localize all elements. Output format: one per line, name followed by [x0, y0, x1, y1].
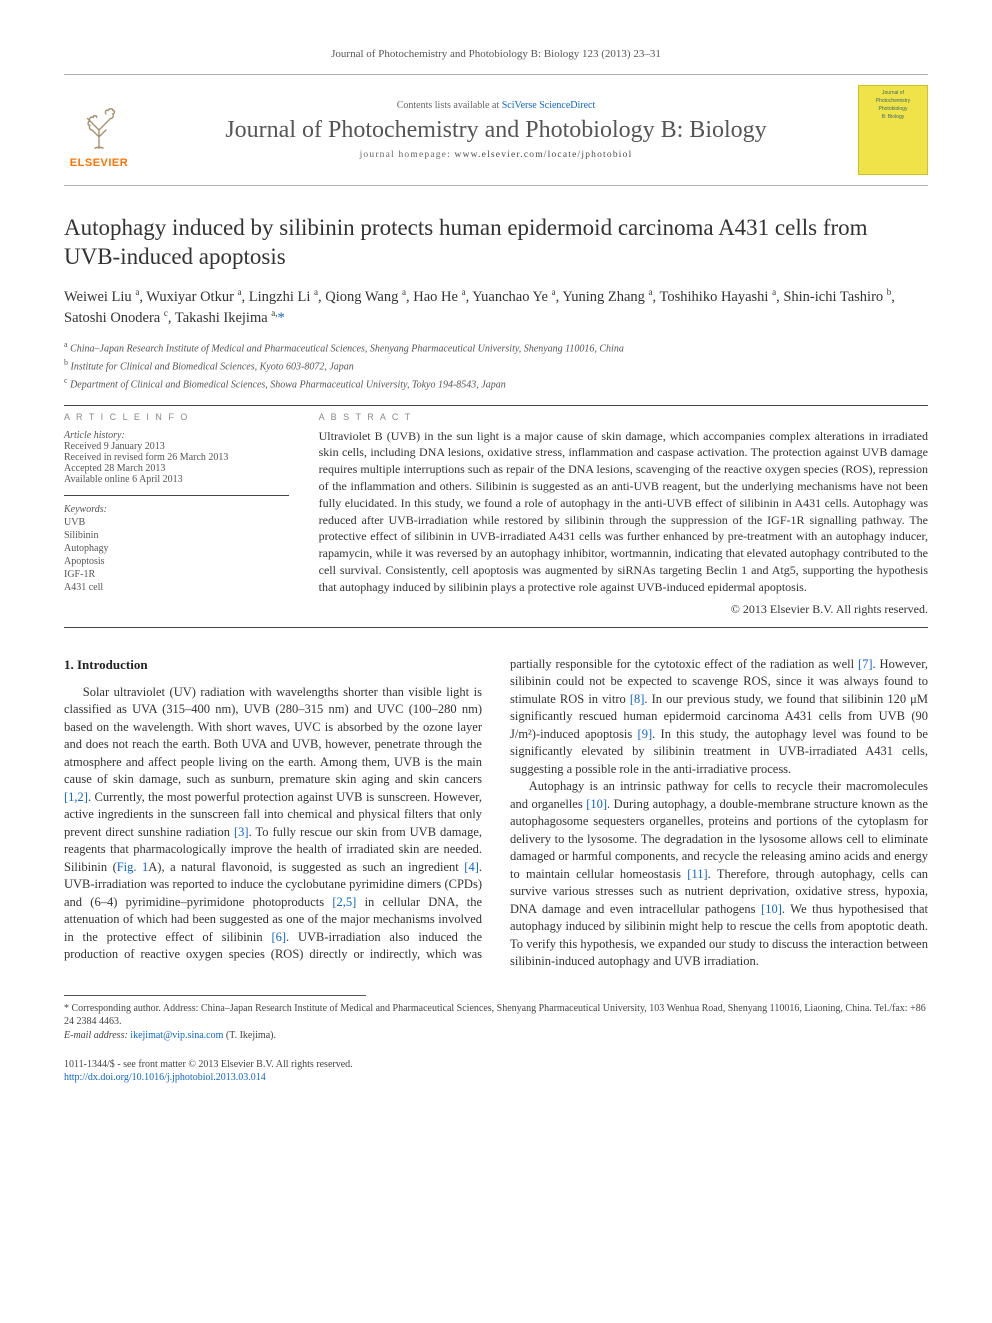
cover-line: Photochemistry — [876, 98, 910, 104]
journal-cover-thumbnail: Journal of Photochemistry Photobiology B… — [858, 85, 928, 175]
homepage-prefix: journal homepage: — [360, 150, 455, 160]
abstract-header: A B S T R A C T — [319, 412, 928, 422]
sciencedirect-link[interactable]: SciVerse ScienceDirect — [502, 100, 596, 111]
corresponding-author-footnote: * Corresponding author. Address: China–J… — [64, 1002, 928, 1043]
publisher-logo: ELSEVIER — [64, 91, 134, 169]
citation-link[interactable]: [3] — [234, 825, 249, 839]
citation-link[interactable]: [4] — [464, 860, 479, 874]
footnote-text: * Corresponding author. Address: China–J… — [64, 1002, 928, 1029]
publisher-name: ELSEVIER — [70, 157, 128, 169]
history-online: Available online 6 April 2013 — [64, 474, 289, 485]
paragraph: Autophagy is an intrinsic pathway for ce… — [510, 778, 928, 971]
citation-link[interactable]: [8] — [630, 692, 645, 706]
divider — [64, 495, 289, 496]
aff-text: Institute for Clinical and Biomedical Sc… — [71, 361, 354, 372]
keyword: Silibinin — [64, 530, 289, 541]
affiliation-a: a China–Japan Research Institute of Medi… — [64, 339, 928, 357]
email-person: (T. Ikejima). — [223, 1030, 276, 1041]
citation-link[interactable]: [7] — [858, 657, 873, 671]
section-heading-intro: 1. Introduction — [64, 656, 482, 674]
abstract-block: A B S T R A C T Ultraviolet B (UVB) in t… — [319, 412, 928, 617]
affiliation-c: c Department of Clinical and Biomedical … — [64, 375, 928, 393]
journal-reference-top: Journal of Photochemistry and Photobiolo… — [64, 48, 928, 60]
aff-text: Department of Clinical and Biomedical Sc… — [70, 379, 506, 390]
citation-link[interactable]: [2,5] — [332, 895, 356, 909]
avail-prefix: Contents lists available at — [397, 100, 502, 111]
history-revised: Received in revised form 26 March 2013 — [64, 452, 289, 463]
front-matter-line: 1011-1344/$ - see front matter © 2013 El… — [64, 1058, 928, 1071]
cover-line: Photobiology — [879, 106, 908, 112]
doi-link[interactable]: http://dx.doi.org/10.1016/j.jphotobiol.2… — [64, 1072, 266, 1083]
abstract-copyright: © 2013 Elsevier B.V. All rights reserved… — [319, 602, 928, 617]
author-list: Weiwei Liu a, Wuxiyar Otkur a, Lingzhi L… — [64, 286, 928, 330]
keywords-label: Keywords: — [64, 504, 289, 515]
cover-line: B: Biology — [882, 114, 905, 120]
masthead: ELSEVIER Contents lists available at Sci… — [64, 74, 928, 186]
contents-available: Contents lists available at SciVerse Sci… — [152, 100, 840, 111]
page-footer: 1011-1344/$ - see front matter © 2013 El… — [64, 1058, 928, 1084]
citation-link[interactable]: [1,2] — [64, 790, 88, 804]
article-info-block: A R T I C L E I N F O Article history: R… — [64, 412, 289, 617]
homepage-link[interactable]: www.elsevier.com/locate/jphotobiol — [455, 150, 633, 160]
body-text: Solar ultraviolet (UV) radiation with wa… — [64, 685, 482, 787]
keyword: IGF-1R — [64, 569, 289, 580]
history-accepted: Accepted 28 March 2013 — [64, 463, 289, 474]
citation-link[interactable]: [9] — [638, 727, 653, 741]
article-body: 1. Introduction Solar ultraviolet (UV) r… — [64, 656, 928, 971]
affiliations: a China–Japan Research Institute of Medi… — [64, 339, 928, 392]
footnote-email: E-mail address: ikejimat@vip.sina.com (T… — [64, 1029, 928, 1043]
cover-line: Journal of — [882, 90, 904, 96]
keyword: UVB — [64, 517, 289, 528]
email-label: E-mail address: — [64, 1030, 130, 1041]
body-text: A), a natural flavonoid, is suggested as… — [148, 860, 464, 874]
footnote-separator — [64, 995, 366, 996]
article-title: Autophagy induced by silibinin protects … — [64, 214, 928, 272]
citation-link[interactable]: [10] — [586, 797, 607, 811]
article-info-header: A R T I C L E I N F O — [64, 412, 289, 422]
citation-link[interactable]: [6] — [271, 930, 286, 944]
email-link[interactable]: ikejimat@vip.sina.com — [130, 1030, 223, 1041]
citation-link[interactable]: [11] — [687, 867, 707, 881]
abstract-text: Ultraviolet B (UVB) in the sun light is … — [319, 428, 928, 596]
aff-text: China–Japan Research Institute of Medica… — [70, 344, 624, 355]
elsevier-tree-icon — [76, 107, 122, 153]
divider — [64, 627, 928, 628]
history-received: Received 9 January 2013 — [64, 441, 289, 452]
figure-link[interactable]: Fig. 1 — [117, 860, 149, 874]
keyword: Autophagy — [64, 543, 289, 554]
history-label: Article history: — [64, 430, 289, 441]
journal-homepage: journal homepage: www.elsevier.com/locat… — [152, 150, 840, 160]
citation-link[interactable]: [10] — [761, 902, 782, 916]
keyword: A431 cell — [64, 582, 289, 593]
journal-title: Journal of Photochemistry and Photobiolo… — [152, 117, 840, 144]
keyword: Apoptosis — [64, 556, 289, 567]
divider — [64, 405, 928, 406]
affiliation-b: b Institute for Clinical and Biomedical … — [64, 357, 928, 375]
